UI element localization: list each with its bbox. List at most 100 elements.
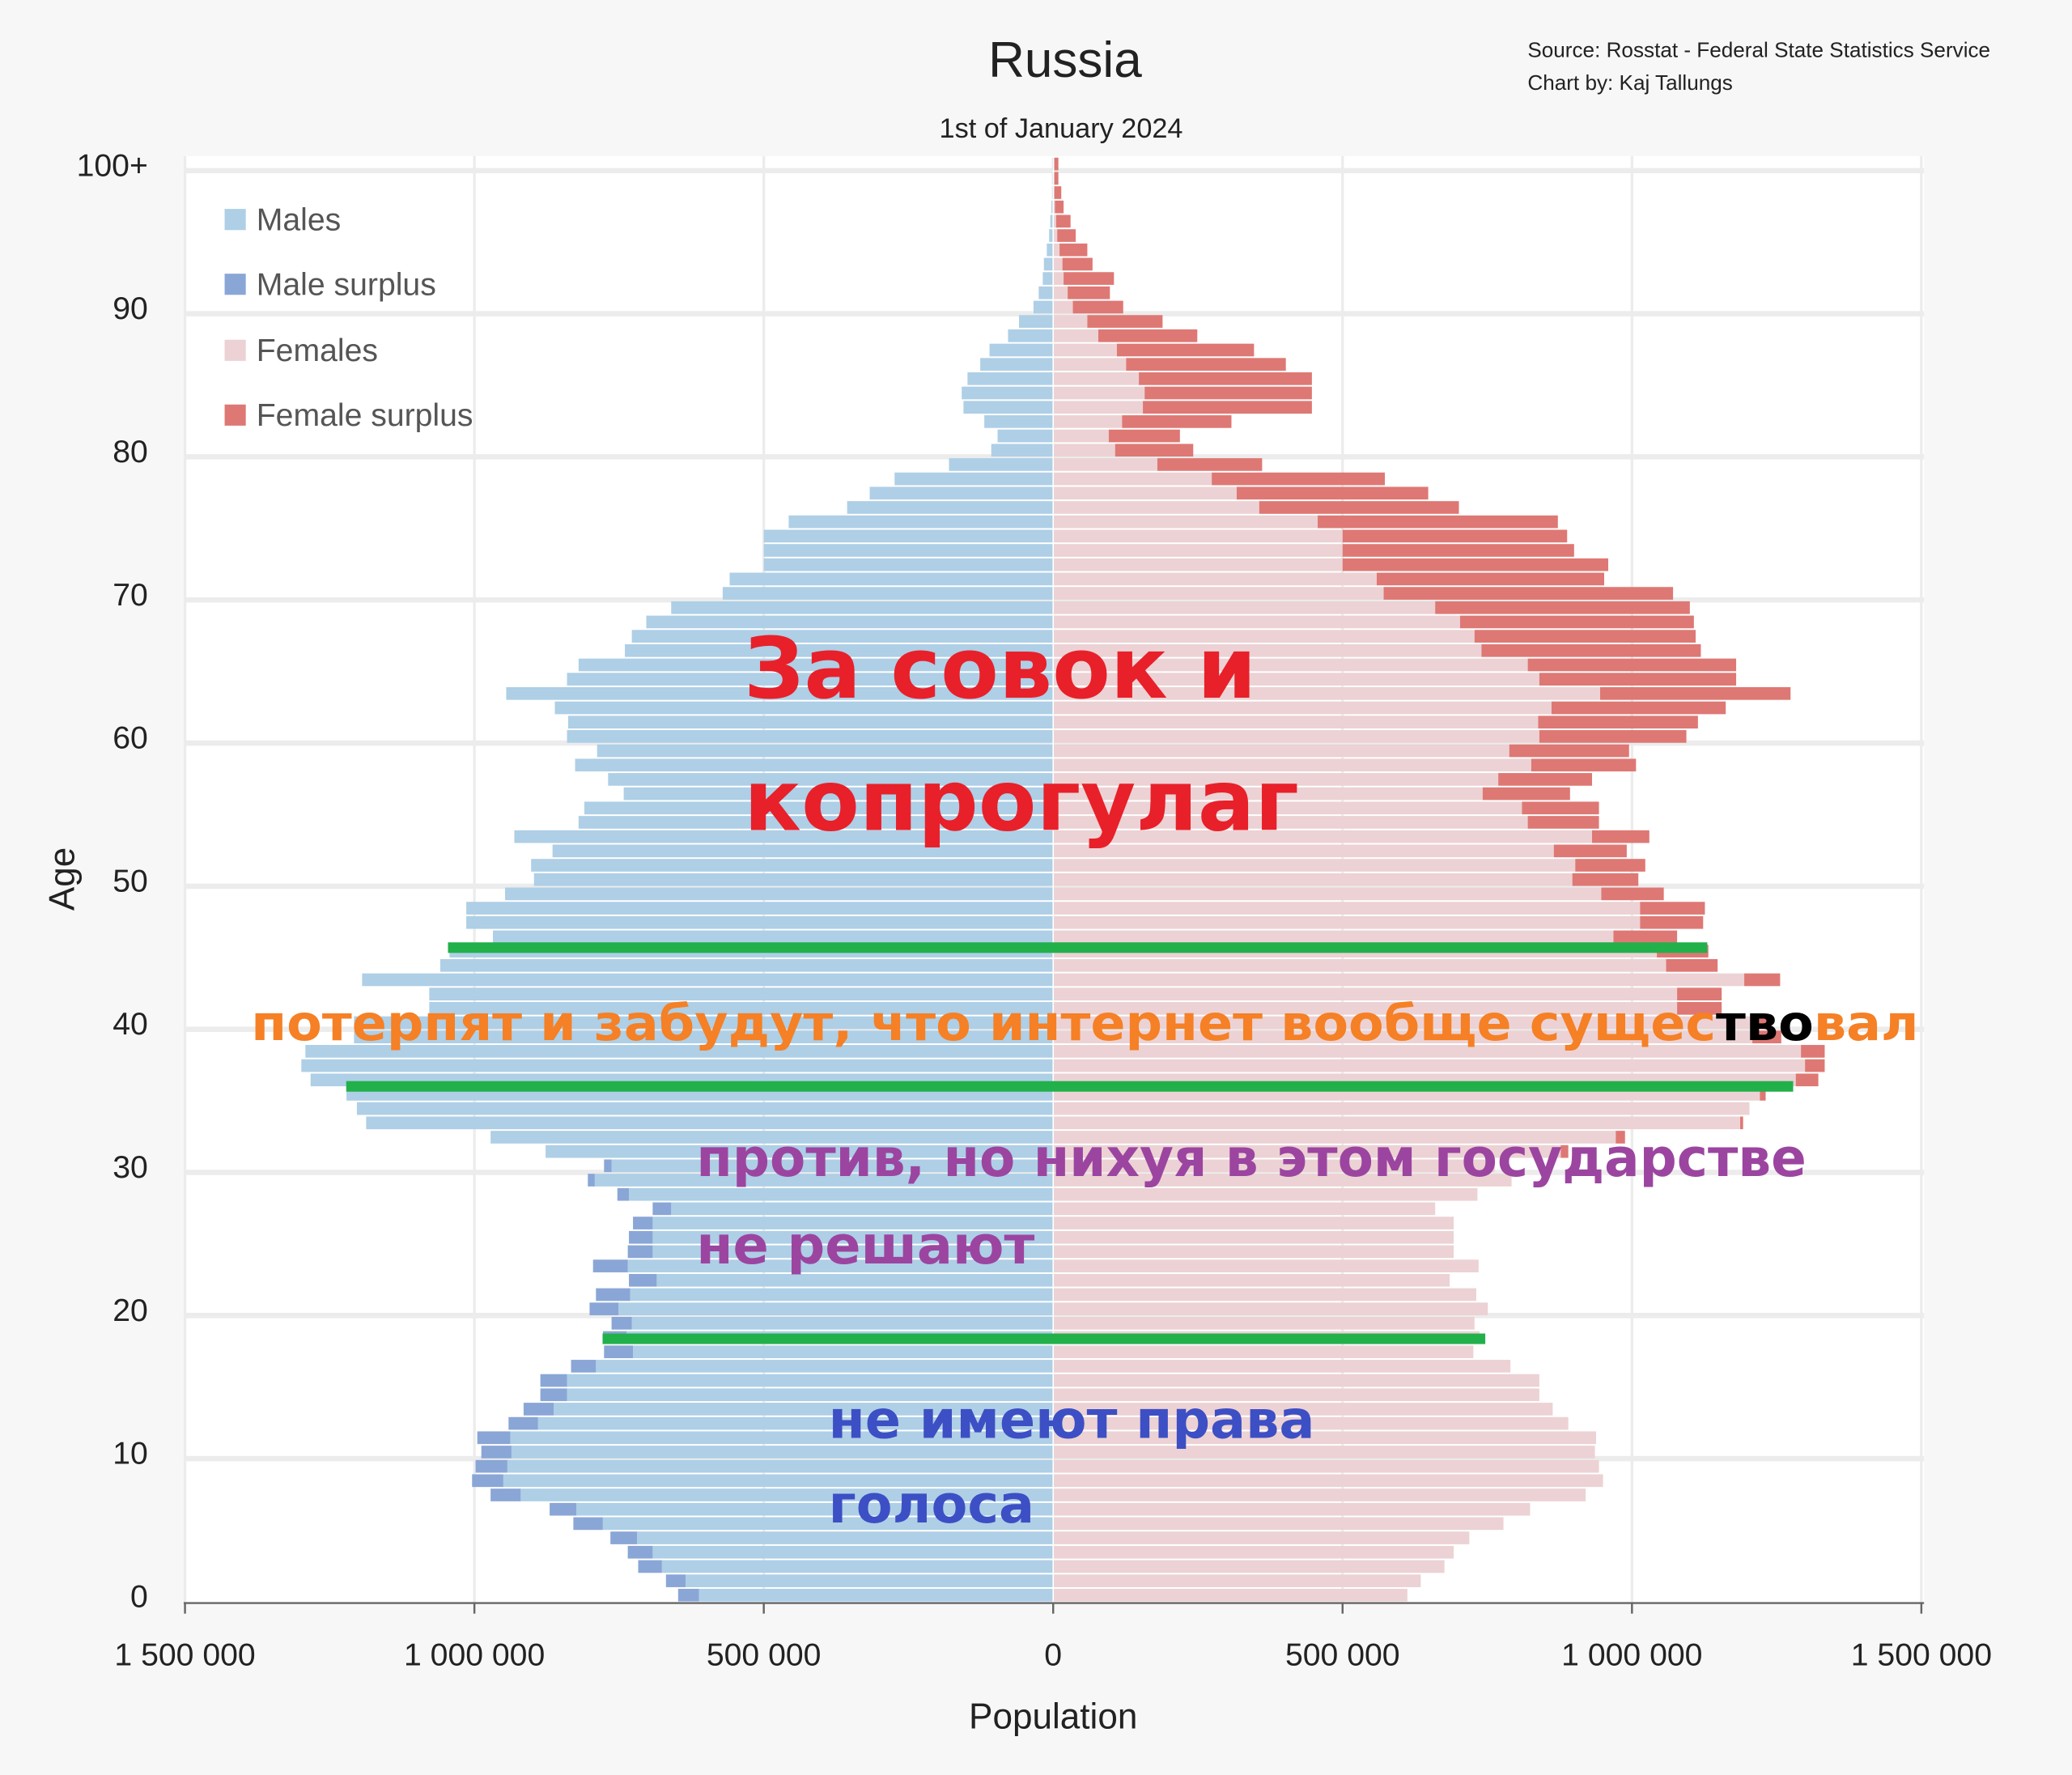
female-bar [1053,643,1482,657]
male-bar [963,401,1054,414]
male-bar [466,915,1054,929]
female-surplus-bar [1342,544,1574,557]
female-bar [1053,716,1539,729]
female-surplus-bar [1342,529,1568,543]
male-bar [578,816,1054,829]
female-surplus-bar [1122,415,1232,428]
axes: 1 500 000 1 000 000 500 000 0 500 000 1 000 0… [77,148,1992,1672]
purple-overlay-text-2: не решают [696,1215,1034,1276]
female-bar [1053,1502,1531,1516]
female-bar [1053,472,1212,486]
male-bar [567,673,1054,686]
female-bar [1053,1174,1512,1187]
male-surplus-bar [604,1345,634,1359]
male-bar [949,458,1054,471]
female-bar [1053,572,1377,586]
male-surplus-bar [571,1360,597,1373]
female-bar [1053,1217,1454,1229]
x-tick-label: 0 [1044,1637,1062,1672]
female-bar [1053,758,1531,772]
female-bar [1053,372,1140,385]
female-surplus-bar [1062,257,1093,271]
female-bar [1053,1059,1806,1072]
y-tick-label: 100+ [77,148,148,183]
male-surplus-bar [573,1517,603,1531]
female-bar [1053,1259,1479,1272]
male-bar [429,1002,1054,1015]
female-bar [1053,915,1641,929]
female-surplus-bar [1055,200,1064,214]
male-bar [356,1102,1054,1115]
y-tick-label: 90 [113,291,148,326]
male-bar [602,1517,1054,1531]
female-surplus-bar [1795,1073,1819,1087]
female-bar [1053,1446,1595,1459]
male-bar [531,859,1054,872]
male-bar [1038,286,1054,299]
female-bar [1053,1374,1539,1387]
x-tick-label: 500 000 [707,1637,822,1672]
female-bar [1053,229,1058,242]
female-bar [1053,458,1157,471]
female-bar [1053,859,1576,872]
green-highlight-line [602,1333,1486,1344]
male-bar [578,658,1054,672]
female-bar [1053,558,1343,571]
male-surplus-bar [604,1159,612,1173]
female-surplus-bar [1098,329,1198,342]
female-bar [1053,1288,1476,1302]
male-bar [671,1202,1054,1216]
purple-overlay-text-1: против, но нихуя в этом государстве [696,1127,1806,1189]
female-surplus-bar [1801,1045,1825,1058]
female-bar [1053,501,1259,514]
male-bar [554,701,1054,715]
x-tick-label: 500 000 [1285,1637,1400,1672]
male-bar [1043,257,1054,271]
female-surplus-bar [1059,243,1088,257]
female-bar [1053,1517,1504,1531]
male-surplus-bar [472,1474,503,1488]
female-bar [1053,1187,1478,1201]
female-bar [1053,515,1318,529]
male-surplus-bar [617,1187,630,1201]
legend-label-male-surplus: Male surplus [257,267,436,302]
male-bar [980,358,1054,372]
credit-note: Chart by: Kaj Tallungs [1527,70,1733,95]
male-bar [722,587,1054,600]
chart-title: Russia [988,32,1142,88]
x-tick-label: 1 000 000 [404,1637,545,1672]
male-bar [627,1259,1054,1272]
female-surplus-bar [1116,343,1255,357]
male-bar [652,1217,1054,1229]
female-bar [1053,658,1528,672]
female-surplus-bar [1108,429,1180,443]
male-bar [763,544,1054,557]
legend-label-females: Females [257,333,378,368]
female-bar [1053,744,1509,758]
female-surplus-bar [1752,1030,1781,1044]
female-bar [1053,1545,1454,1559]
male-bar [520,1488,1054,1501]
female-bar [1053,987,1678,1000]
male-bar [847,501,1054,514]
male-bar [584,801,1054,815]
female-bar [1053,816,1528,829]
female-bar [1053,630,1475,643]
male-surplus-bar [523,1403,554,1416]
legend-swatch-males [224,209,246,231]
female-bar [1053,1131,1616,1144]
female-surplus-bar [1527,658,1737,672]
male-bar [575,758,1054,772]
green-highlight-line [448,942,1708,953]
female-bar [1053,200,1055,214]
female-bar [1053,444,1115,457]
male-bar [991,444,1054,457]
female-bar [1053,1030,1753,1044]
female-bar [1053,601,1436,614]
female-surplus-bar [1591,830,1650,843]
female-bar [1053,673,1539,686]
male-surplus-bar [481,1446,512,1459]
female-surplus-bar [1666,958,1718,972]
female-bar [1053,1531,1470,1544]
